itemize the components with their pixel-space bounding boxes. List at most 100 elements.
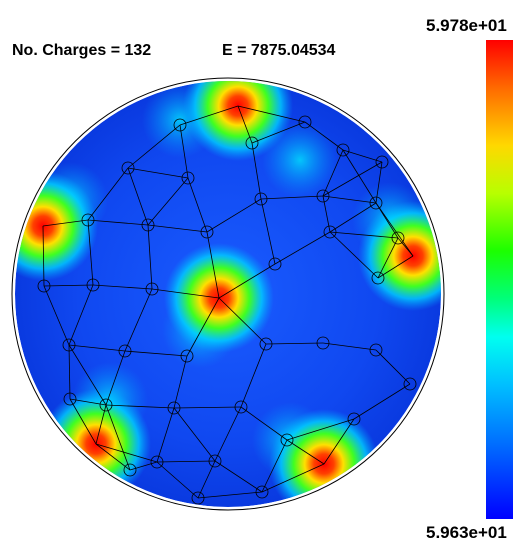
charge-node bbox=[316, 189, 330, 203]
charge-node bbox=[403, 377, 417, 391]
charge-node bbox=[86, 278, 100, 292]
charge-node bbox=[173, 118, 187, 132]
charge-node bbox=[150, 455, 164, 469]
charge-node bbox=[255, 485, 269, 499]
energy-label: E = 7875.04534 bbox=[222, 42, 336, 59]
charge-node bbox=[208, 454, 222, 468]
mesh-edge bbox=[43, 285, 70, 346]
mesh-edge bbox=[265, 342, 324, 345]
mesh-edge bbox=[124, 288, 153, 352]
mesh-edge bbox=[69, 398, 97, 445]
mesh-edge bbox=[375, 161, 383, 204]
charge-node bbox=[375, 155, 389, 169]
mesh-edge bbox=[42, 225, 45, 287]
mesh-edge bbox=[329, 231, 399, 239]
mesh-edge bbox=[206, 198, 262, 233]
charge-node bbox=[118, 344, 132, 358]
mesh-edge bbox=[186, 297, 220, 357]
mesh-edge bbox=[304, 121, 344, 151]
mesh-edge bbox=[342, 149, 383, 163]
mesh-edge bbox=[251, 121, 306, 144]
mesh-edge bbox=[197, 491, 263, 499]
mesh-edge bbox=[127, 167, 189, 179]
mesh-edge bbox=[87, 219, 149, 226]
charge-node bbox=[371, 271, 385, 285]
mesh-edge bbox=[43, 284, 94, 287]
charge-node bbox=[200, 225, 214, 239]
charge-node bbox=[121, 161, 135, 175]
mesh-edge bbox=[173, 407, 216, 462]
charge-count-label: No. Charges = 132 bbox=[12, 42, 152, 59]
mesh-edge bbox=[173, 355, 188, 409]
charge-node bbox=[141, 218, 155, 232]
mesh-edge bbox=[129, 461, 158, 471]
charge-node bbox=[37, 279, 51, 293]
mesh-edge bbox=[397, 237, 414, 257]
mesh-edge bbox=[329, 231, 379, 279]
mesh-edge bbox=[322, 149, 344, 197]
charge-node bbox=[347, 412, 361, 426]
charge-node bbox=[145, 282, 159, 296]
mesh-edge bbox=[105, 404, 131, 471]
mesh-edge bbox=[156, 407, 175, 463]
mesh-edge bbox=[206, 231, 220, 299]
mesh-edge bbox=[322, 161, 383, 197]
mesh-edge bbox=[156, 461, 199, 499]
charge-node bbox=[369, 196, 383, 210]
mesh-edge bbox=[95, 404, 107, 445]
mesh-edge bbox=[218, 297, 267, 345]
mesh-edge bbox=[151, 288, 220, 299]
mesh-edge bbox=[105, 350, 126, 406]
mesh-edge bbox=[147, 177, 189, 226]
mesh-edge bbox=[353, 383, 411, 420]
charge-node bbox=[99, 398, 113, 412]
mesh-edge bbox=[375, 349, 411, 385]
mesh-edge bbox=[147, 224, 153, 290]
mesh-edge bbox=[322, 195, 377, 204]
mesh-edge bbox=[274, 231, 331, 265]
mesh-edge bbox=[322, 342, 377, 351]
mesh-edge bbox=[323, 418, 355, 465]
charge-node bbox=[62, 338, 76, 352]
mesh-edge bbox=[197, 460, 216, 499]
colorbar-max-label: 5.978e+01 bbox=[426, 16, 507, 35]
mesh-edge bbox=[68, 344, 71, 400]
mesh-edge bbox=[105, 404, 175, 409]
mesh-edge bbox=[92, 284, 153, 290]
mesh-edge bbox=[42, 219, 89, 227]
mesh-edge bbox=[286, 418, 355, 441]
charge-node bbox=[167, 401, 181, 415]
mesh-edge bbox=[87, 167, 129, 221]
mesh-edge bbox=[377, 237, 399, 279]
charge-node bbox=[391, 231, 405, 245]
charge-node bbox=[336, 143, 350, 157]
charge-node bbox=[268, 257, 282, 271]
charge-node bbox=[259, 337, 273, 351]
mesh-edge bbox=[156, 460, 216, 463]
mesh-edge bbox=[240, 406, 288, 441]
mesh-edge bbox=[260, 198, 276, 265]
mesh-edge bbox=[127, 167, 149, 226]
mesh-edge bbox=[260, 195, 324, 200]
mesh-edge bbox=[179, 124, 189, 179]
charge-node bbox=[63, 392, 77, 406]
mesh-edge bbox=[68, 344, 107, 406]
colorbar bbox=[486, 40, 513, 519]
mesh-edge bbox=[173, 406, 242, 409]
mesh-edge bbox=[187, 177, 208, 233]
mesh-edge bbox=[237, 105, 306, 123]
mesh-edge bbox=[179, 105, 239, 126]
mesh-edge bbox=[218, 263, 276, 299]
charge-node bbox=[245, 136, 259, 150]
mesh-edge bbox=[68, 344, 126, 352]
mesh-edge bbox=[87, 219, 94, 286]
charge-node bbox=[180, 349, 194, 363]
mesh-edge bbox=[237, 105, 253, 144]
mesh-edge bbox=[342, 149, 377, 204]
sphere-outline bbox=[11, 77, 445, 511]
charge-node bbox=[81, 213, 95, 227]
mesh-edge bbox=[261, 439, 288, 493]
charge-node bbox=[181, 171, 195, 185]
charge-node bbox=[123, 463, 137, 477]
